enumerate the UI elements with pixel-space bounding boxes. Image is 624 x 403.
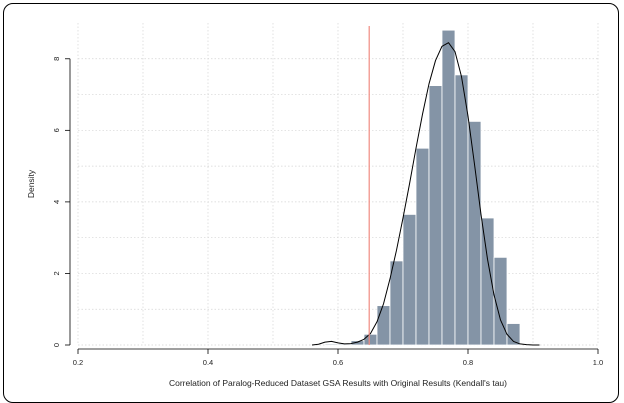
kde-curve-group — [311, 42, 540, 346]
histogram-bar — [415, 147, 430, 346]
x-tick-label: 0.8 — [463, 358, 473, 367]
histogram-bar — [363, 333, 378, 346]
histogram-bar — [454, 74, 469, 346]
histogram-bar — [389, 260, 404, 346]
axes: 0 2 4 6 8 0.2 0.4 0.6 0.8 1.0 — [52, 57, 603, 367]
histogram-bar — [428, 85, 443, 346]
histogram-bar — [493, 256, 508, 346]
histogram-bar — [441, 29, 456, 346]
histogram-bar — [467, 120, 482, 346]
y-tick-label: 8 — [52, 57, 61, 61]
y-tick-label: 2 — [52, 271, 61, 275]
y-tick-label: 0 — [52, 343, 61, 347]
y-axis-label: Density — [26, 169, 36, 198]
histogram-bar — [324, 343, 339, 346]
histogram-bars — [324, 29, 521, 346]
histogram-bar — [376, 305, 391, 346]
grid — [77, 23, 599, 346]
x-tick-label: 0.4 — [203, 358, 213, 367]
x-tick-label: 1.0 — [593, 358, 603, 367]
x-tick-label: 0.2 — [73, 358, 83, 367]
y-tick-label: 6 — [52, 128, 61, 132]
x-tick-label: 0.6 — [333, 358, 343, 367]
x-axis-label: Correlation of Paralog-Reduced Dataset G… — [169, 378, 507, 388]
histogram-bar — [402, 214, 417, 346]
kde-curve — [311, 42, 540, 346]
y-tick-label: 4 — [52, 200, 61, 204]
